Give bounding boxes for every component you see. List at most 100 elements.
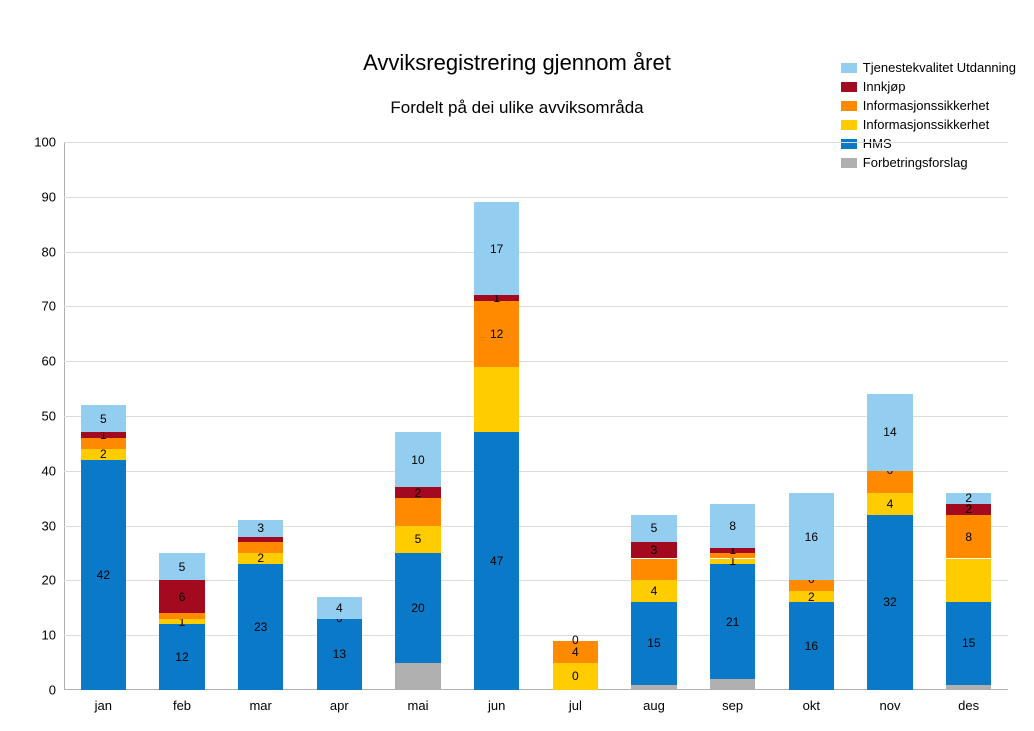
y-tick-label: 10	[42, 628, 64, 643]
x-tick-label: apr	[330, 690, 349, 713]
bar-group: 040	[553, 142, 599, 690]
bar-segment	[238, 537, 284, 542]
y-tick-label: 60	[42, 354, 64, 369]
bar-segment	[238, 553, 284, 564]
bar-segment	[631, 515, 677, 542]
bar-segment	[631, 559, 677, 581]
bar-segment	[631, 580, 677, 602]
bar-segment	[81, 460, 127, 690]
bar-segment	[631, 602, 677, 684]
x-tick-label: okt	[803, 690, 820, 713]
legend-item: Innkjøp	[841, 79, 1016, 94]
bar-segment	[395, 553, 441, 663]
legend-label: Tjenestekvalitet Utdanning	[863, 60, 1016, 75]
bar-segment	[317, 619, 363, 690]
bar-segment	[317, 597, 363, 619]
y-tick-label: 70	[42, 299, 64, 314]
bar-segment	[81, 449, 127, 460]
x-tick-label: nov	[880, 690, 901, 713]
bar-segment	[789, 591, 835, 602]
legend-item: Informasjonssikkerhet	[841, 117, 1016, 132]
legend-item: Tjenestekvalitet Utdanning	[841, 60, 1016, 75]
y-tick-label: 100	[34, 135, 64, 150]
bar-segment	[710, 679, 756, 690]
bar-segment	[710, 553, 756, 558]
bar-group: 205210	[395, 142, 441, 690]
bar-segment	[81, 432, 127, 437]
bar-segment	[867, 394, 913, 471]
bar-segment	[867, 493, 913, 515]
bar-segment	[710, 504, 756, 548]
bar-segment	[789, 493, 835, 581]
bar-group: 324014	[867, 142, 913, 690]
bar-segment	[474, 432, 520, 690]
bar-segment	[946, 602, 992, 684]
legend-label: Informasjonssikkerhet	[863, 98, 989, 113]
x-tick-label: mai	[408, 690, 429, 713]
bar-group: 4712117	[474, 142, 520, 690]
bar-segment	[159, 553, 205, 580]
y-tick-label: 20	[42, 573, 64, 588]
bar-segment	[710, 559, 756, 564]
legend-label: Informasjonssikkerhet	[863, 117, 989, 132]
y-tick-label: 50	[42, 409, 64, 424]
y-tick-label: 90	[42, 189, 64, 204]
bar-segment	[867, 515, 913, 690]
bar-segment	[238, 542, 284, 553]
legend-swatch	[841, 101, 857, 111]
bar-segment	[789, 602, 835, 690]
bar-group: 1304	[317, 142, 363, 690]
x-tick-label: aug	[643, 690, 665, 713]
bar-segment	[159, 580, 205, 613]
y-tick-label: 80	[42, 244, 64, 259]
bar-segment	[395, 432, 441, 487]
legend-label: Innkjøp	[863, 79, 906, 94]
bar-group: 15435	[631, 142, 677, 690]
bar-group: 162016	[789, 142, 835, 690]
bar-segment	[81, 405, 127, 432]
bar-segment	[631, 685, 677, 690]
x-tick-label: sep	[722, 690, 743, 713]
bar-segment	[238, 520, 284, 536]
bar-segment	[631, 542, 677, 558]
bar-segment	[159, 624, 205, 690]
bar-segment	[474, 367, 520, 433]
legend-swatch	[841, 82, 857, 92]
bar-segment	[946, 685, 992, 690]
bar-segment	[553, 663, 599, 690]
bar-segment	[553, 641, 599, 663]
bar-segment	[946, 493, 992, 504]
bar-segment	[395, 663, 441, 690]
bar-segment	[395, 487, 441, 498]
bar-segment	[238, 564, 284, 690]
y-tick-label: 0	[49, 683, 64, 698]
bar-segment	[159, 613, 205, 618]
bar-segment	[946, 504, 992, 515]
bar-segment	[946, 559, 992, 603]
bar-segment	[710, 548, 756, 553]
y-tick-label: 30	[42, 518, 64, 533]
x-tick-label: des	[958, 690, 979, 713]
bar-segment	[395, 526, 441, 553]
bar-segment	[789, 580, 835, 591]
plot-area: 0102030405060708090100jan42215feb12165ma…	[64, 142, 1008, 690]
bar-group: 42215	[81, 142, 127, 690]
bar-segment	[867, 471, 913, 493]
bar-group: 21118	[710, 142, 756, 690]
x-tick-label: jul	[569, 690, 582, 713]
legend-item: Informasjonssikkerhet	[841, 98, 1016, 113]
x-tick-label: feb	[173, 690, 191, 713]
bar-segment	[474, 301, 520, 367]
bar-group: 2323	[238, 142, 284, 690]
legend-swatch	[841, 120, 857, 130]
x-tick-label: jan	[95, 690, 112, 713]
legend-swatch	[841, 63, 857, 73]
bar-segment	[710, 564, 756, 679]
bar-group: 15822	[946, 142, 992, 690]
bar-group: 12165	[159, 142, 205, 690]
x-tick-label: jun	[488, 690, 505, 713]
bar-segment	[81, 438, 127, 449]
x-tick-label: mar	[249, 690, 271, 713]
bar-segment	[946, 515, 992, 559]
y-tick-label: 40	[42, 463, 64, 478]
